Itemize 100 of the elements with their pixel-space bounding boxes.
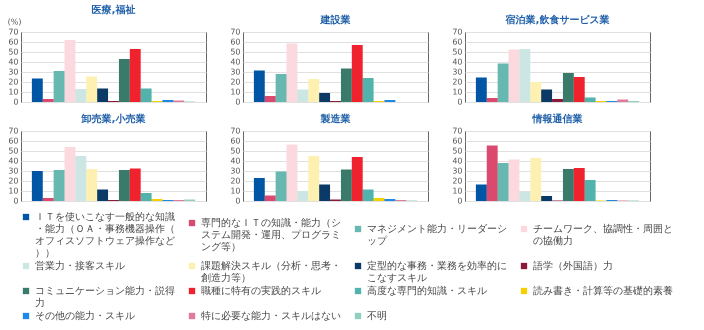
chart-title: 卸売業,小売業: [80, 113, 146, 125]
bar: [286, 144, 298, 201]
y-tick-label: 30: [230, 68, 240, 76]
bar: [308, 156, 320, 201]
bar: [362, 78, 374, 102]
y-tick-label: 70: [8, 126, 18, 136]
y-tick-label: 20: [8, 176, 18, 186]
bar: [32, 78, 43, 102]
chart-title: 宿泊業,飲食サービス業: [504, 14, 610, 26]
y-tick-label: 40: [452, 58, 462, 66]
legend-label: 職種に特有の実践的スキル: [201, 285, 321, 297]
bar: [552, 99, 563, 102]
bar: [54, 170, 65, 201]
bar: [264, 96, 276, 102]
y-tick-label: 10: [230, 88, 240, 96]
bar: [254, 70, 265, 102]
bar: [264, 196, 276, 201]
bar: [140, 193, 152, 201]
y-tick-label: 0: [13, 98, 18, 106]
y-tick-label: 40: [230, 58, 240, 66]
bar: [530, 82, 542, 102]
chart-title: 情報通信業: [532, 113, 582, 125]
y-tick-label: 60: [8, 136, 18, 146]
bar: [64, 147, 76, 201]
y-tick-label: 20: [230, 78, 240, 86]
bar: [75, 156, 86, 201]
legend-label: 専門的なＩＴの知識・能力（システム開発・運用、プログラミング等）: [201, 217, 341, 253]
bar: [530, 158, 542, 201]
bar: [508, 50, 520, 102]
y-tick-label: 50: [230, 48, 240, 56]
bar: [140, 88, 152, 102]
legend-label: その他の能力・スキル: [35, 310, 135, 322]
bar: [584, 98, 596, 102]
y-tick-label: 20: [230, 176, 240, 186]
bar: [541, 90, 552, 102]
bar: [340, 170, 352, 201]
bar: [42, 99, 54, 102]
bar: [32, 171, 43, 201]
chart-title: 医療,福祉: [92, 4, 136, 16]
bar: [276, 74, 287, 102]
bar: [64, 40, 76, 102]
bar: [541, 196, 552, 201]
bar: [319, 93, 330, 102]
y-tick-label: 70: [452, 28, 462, 36]
y-tick-label: 0: [457, 98, 462, 106]
legend-label: 高度な専門的知識・スキル: [367, 285, 487, 297]
bar: [286, 44, 298, 102]
y-tick-label: 30: [452, 68, 462, 76]
bar: [519, 192, 530, 201]
bar: [486, 146, 498, 201]
bar: [562, 169, 574, 201]
y-tick-label: 0: [457, 196, 462, 206]
legend-label: 不明: [367, 311, 387, 322]
bar: [86, 76, 98, 102]
bar: [297, 90, 308, 102]
legend-label: 定型的な事務・業務を効率的にこなすスキル: [367, 260, 507, 284]
bar: [498, 64, 509, 102]
y-tick-label: 60: [230, 136, 240, 146]
y-tick-label: 70: [230, 126, 240, 136]
y-tick-label: 40: [8, 156, 18, 166]
legend-label: コミュニケーション能力・説得力: [35, 285, 175, 309]
legend-label: 課題解決スキル（分析・思考・創造力等）: [201, 260, 341, 284]
bar: [486, 98, 498, 102]
legend-label: 語学（外国語）力: [533, 260, 613, 272]
y-tick-label: 30: [8, 68, 18, 76]
y-tick-label: 10: [8, 186, 18, 196]
y-tick-label: 70: [452, 126, 462, 136]
bar: [54, 71, 65, 102]
y-tick-label: 30: [452, 166, 462, 176]
y-tick-label: 10: [452, 88, 462, 96]
bar: [297, 191, 308, 201]
y-tick-label: 60: [230, 38, 240, 46]
bar: [508, 160, 520, 201]
bar: [42, 198, 54, 201]
legend-label: ＩＴを使いこなす一般的な知識・能力（ＯＡ・事務機器操作（オフィスソフトウェア操作など））: [35, 211, 175, 259]
bar: [130, 49, 141, 102]
y-tick-label: 50: [452, 146, 462, 156]
bar: [574, 77, 585, 102]
y-tick-label: 40: [452, 156, 462, 166]
bar: [352, 45, 363, 102]
legend-label: 営業力・接客スキル: [35, 260, 125, 272]
y-tick-label: 20: [452, 78, 462, 86]
y-tick-label: 20: [452, 176, 462, 186]
bar: [584, 180, 596, 201]
bar: [374, 198, 384, 201]
y-tick-label: 50: [8, 48, 18, 56]
y-tick-label: 40: [8, 58, 18, 66]
y-tick-label: 40: [230, 156, 240, 166]
y-tick-label: 70: [8, 28, 18, 36]
legend-label: 特に必要な能力・スキルはない: [201, 310, 341, 322]
y-tick-label: 30: [230, 166, 240, 176]
bar: [498, 163, 509, 201]
y-tick-label: 20: [8, 78, 18, 86]
legend-label: チームワーク、協調性・周囲との協働力: [533, 223, 673, 247]
y-tick-label: 60: [452, 136, 462, 146]
bar: [319, 184, 330, 201]
y-tick-label: 30: [8, 166, 18, 176]
bar: [562, 73, 574, 102]
y-tick-label: 10: [452, 186, 462, 196]
bar: [118, 170, 130, 201]
